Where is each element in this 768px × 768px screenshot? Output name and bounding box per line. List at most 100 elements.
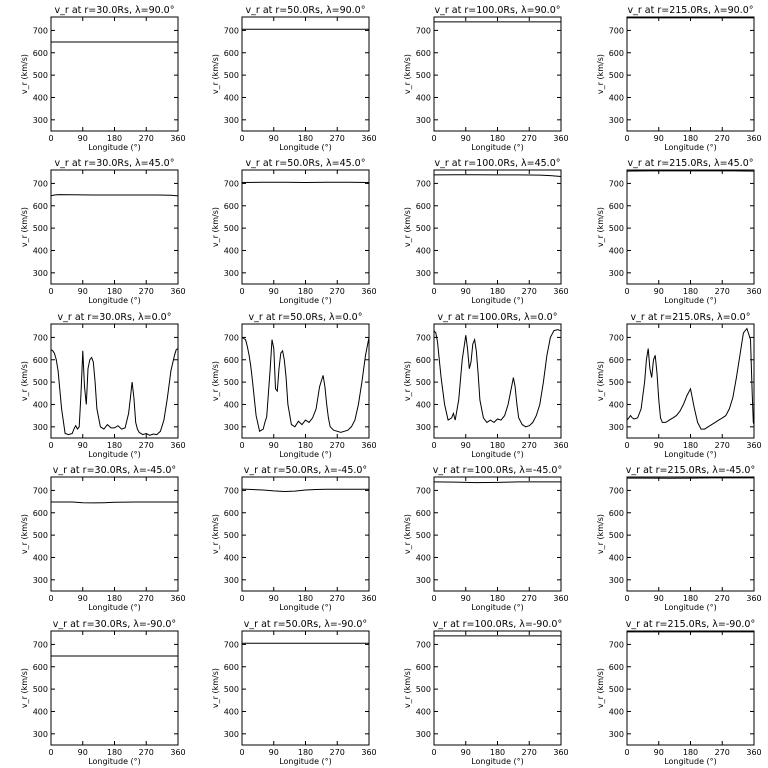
plot-frame xyxy=(626,630,755,746)
x-tick-label: 270 xyxy=(522,287,537,296)
y-tick-label: 400 xyxy=(609,400,624,409)
y-tick-label: 500 xyxy=(609,531,624,540)
y-axis-label: v_r (km/s) xyxy=(596,207,605,247)
x-tick-label: 90 xyxy=(654,441,664,450)
y-tick-label: 500 xyxy=(609,224,624,233)
x-tick-label: 0 xyxy=(431,134,436,143)
subplot: v_r at r=100.0Rs, λ=-45.0° 0 90 180 270 360 30… xyxy=(403,465,569,612)
plot-title: v_r at r=30.0Rs, λ=-45.0° xyxy=(53,465,176,476)
plot-frame xyxy=(433,16,562,132)
x-tick-label: 0 xyxy=(624,748,629,757)
x-tick-label: 360 xyxy=(170,594,185,603)
y-tick-label: 700 xyxy=(416,486,431,495)
x-tick-label: 90 xyxy=(461,441,471,450)
x-tick-label: 180 xyxy=(490,748,505,757)
x-tick-label: 270 xyxy=(522,594,537,603)
x-tick-label: 180 xyxy=(490,594,505,603)
y-tick-label: 500 xyxy=(224,378,239,387)
x-tick-label: 180 xyxy=(107,287,122,296)
y-tick-label: 300 xyxy=(416,576,431,585)
y-axis-label: v_r (km/s) xyxy=(211,668,220,708)
y-axis-label: v_r (km/s) xyxy=(403,668,412,708)
subplot: v_r at r=50.0Rs, λ=-90.0° 0 90 180 270 360 300… xyxy=(211,619,377,766)
y-tick-label: 700 xyxy=(609,333,624,342)
x-tick-label: 360 xyxy=(553,287,568,296)
x-axis-label: Longitude (°) xyxy=(471,757,524,766)
y-tick-label: 700 xyxy=(609,179,624,188)
y-tick-label: 300 xyxy=(224,423,239,432)
y-tick-label: 700 xyxy=(416,640,431,649)
y-tick-label: 400 xyxy=(33,707,48,716)
subplot: v_r at r=30.0Rs, λ=-45.0° 0 90 180 270 360 300… xyxy=(20,465,186,612)
x-tick-label: 90 xyxy=(269,134,279,143)
x-tick-label: 90 xyxy=(78,134,88,143)
subplot: v_r at r=50.0Rs, λ=-45.0° 0 90 180 270 360 300… xyxy=(211,465,377,612)
x-tick-label: 0 xyxy=(239,594,244,603)
y-tick-label: 300 xyxy=(609,730,624,739)
x-tick-label: 180 xyxy=(490,134,505,143)
y-tick-label: 500 xyxy=(33,685,48,694)
y-tick-label: 300 xyxy=(33,116,48,125)
plot-frame xyxy=(626,16,755,132)
plot-title: v_r at r=50.0Rs, λ=0.0° xyxy=(249,312,363,323)
y-tick-label: 500 xyxy=(33,224,48,233)
x-axis-label: Longitude (°) xyxy=(471,450,524,459)
y-tick-label: 600 xyxy=(609,663,624,672)
x-tick-label: 270 xyxy=(522,441,537,450)
y-tick-label: 300 xyxy=(224,269,239,278)
x-tick-label: 90 xyxy=(654,748,664,757)
y-tick-label: 400 xyxy=(416,246,431,255)
x-tick-label: 180 xyxy=(298,748,313,757)
subplot: v_r at r=215.0Rs, λ=-45.0° 0 90 180 270 360 30… xyxy=(596,465,762,612)
x-tick-label: 180 xyxy=(490,287,505,296)
x-axis-label: Longitude (°) xyxy=(664,757,717,766)
y-axis-label: v_r (km/s) xyxy=(403,207,412,247)
y-tick-label: 400 xyxy=(416,93,431,102)
y-tick-label: 500 xyxy=(33,531,48,540)
x-tick-label: 90 xyxy=(269,287,279,296)
subplot: v_r at r=100.0Rs, λ=-90.0° 0 90 180 270 360 30… xyxy=(403,619,569,766)
y-tick-label: 700 xyxy=(416,26,431,35)
x-tick-label: 270 xyxy=(715,134,730,143)
y-tick-label: 500 xyxy=(416,71,431,80)
series-line xyxy=(50,348,179,436)
x-tick-label: 360 xyxy=(170,441,185,450)
x-tick-label: 180 xyxy=(683,287,698,296)
x-tick-label: 360 xyxy=(553,594,568,603)
x-tick-label: 0 xyxy=(624,441,629,450)
x-tick-label: 270 xyxy=(715,748,730,757)
y-tick-label: 700 xyxy=(224,486,239,495)
x-tick-label: 180 xyxy=(490,441,505,450)
y-tick-label: 700 xyxy=(33,486,48,495)
y-axis-label: v_r (km/s) xyxy=(596,514,605,554)
y-axis-label: v_r (km/s) xyxy=(20,668,29,708)
y-tick-label: 400 xyxy=(224,707,239,716)
x-tick-label: 270 xyxy=(715,441,730,450)
x-tick-label: 90 xyxy=(78,594,88,603)
subplot: v_r at r=50.0Rs, λ=90.0° 0 90 180 270 360 300 4… xyxy=(211,5,377,152)
y-tick-label: 600 xyxy=(609,356,624,365)
x-tick-label: 270 xyxy=(139,748,154,757)
x-tick-label: 180 xyxy=(107,594,122,603)
x-tick-label: 180 xyxy=(683,134,698,143)
x-tick-label: 270 xyxy=(330,134,345,143)
y-tick-label: 400 xyxy=(224,553,239,562)
y-tick-label: 600 xyxy=(416,202,431,211)
y-tick-label: 500 xyxy=(416,531,431,540)
x-axis-label: Longitude (°) xyxy=(88,143,141,152)
y-tick-label: 400 xyxy=(416,553,431,562)
y-tick-label: 600 xyxy=(609,509,624,518)
y-tick-label: 300 xyxy=(416,423,431,432)
x-tick-label: 90 xyxy=(78,287,88,296)
x-tick-label: 270 xyxy=(715,287,730,296)
y-tick-label: 700 xyxy=(33,333,48,342)
y-tick-label: 400 xyxy=(609,553,624,562)
y-tick-label: 400 xyxy=(224,93,239,102)
x-tick-label: 0 xyxy=(48,441,53,450)
subplot: v_r at r=30.0Rs, λ=-90.0° 0 90 180 270 360 300… xyxy=(20,619,186,766)
x-tick-label: 0 xyxy=(239,441,244,450)
y-tick-label: 300 xyxy=(416,116,431,125)
y-tick-label: 600 xyxy=(416,356,431,365)
y-tick-label: 400 xyxy=(609,93,624,102)
subplot: v_r at r=215.0Rs, λ=45.0° 0 90 180 270 360 300… xyxy=(596,158,762,305)
